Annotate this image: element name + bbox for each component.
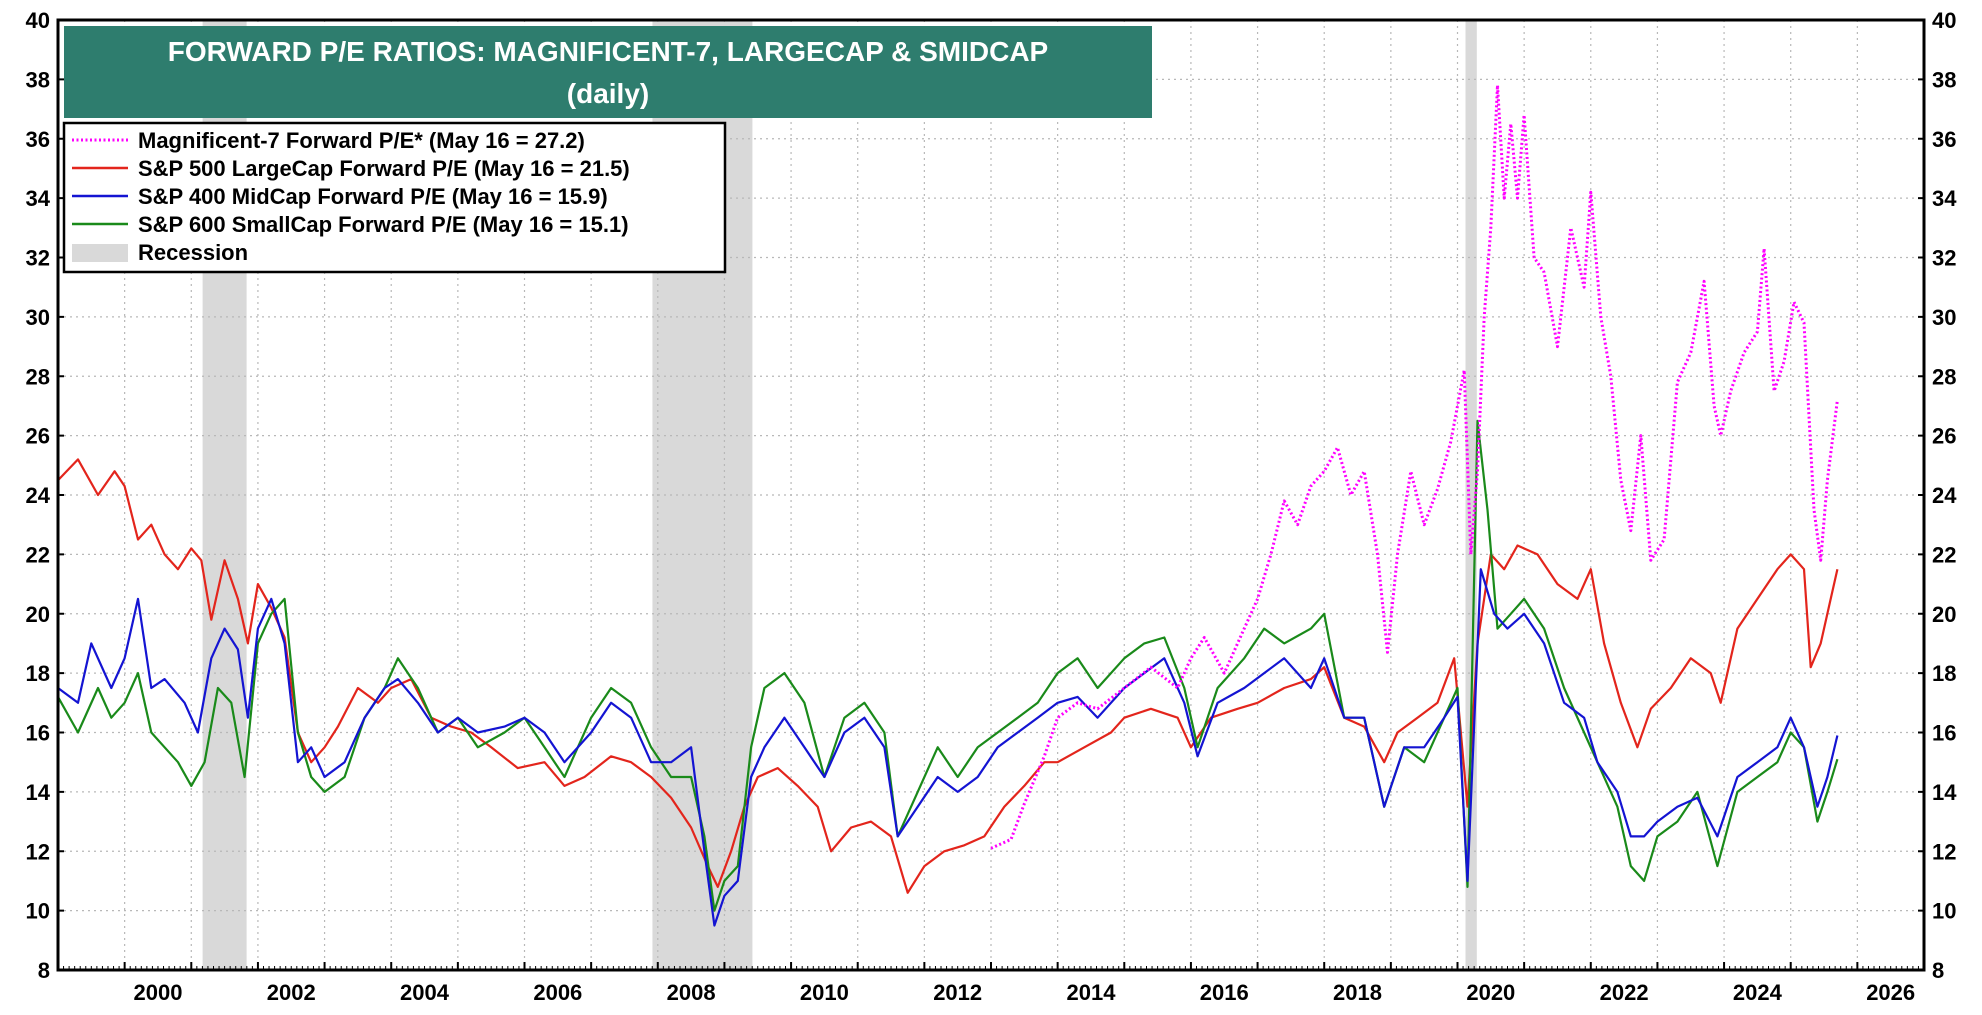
y-tick-label-right: 14 [1932,780,1957,805]
y-tick-label-right: 12 [1932,839,1956,864]
x-tick-label: 2020 [1466,980,1515,1005]
legend-label-magnificent-7: Magnificent-7 Forward P/E* (May 16 = 27.… [138,128,585,153]
y-tick-label-left: 12 [26,839,50,864]
x-tick-label: 2000 [133,980,182,1005]
series-sp600-smallcap [57,419,1839,912]
x-tick-label: 2014 [1066,980,1116,1005]
y-tick-label-right: 18 [1932,661,1956,686]
y-tick-label-right: 28 [1932,364,1956,389]
y-tick-label-right: 22 [1932,542,1956,567]
legend-label-recession: Recession [138,240,248,265]
x-tick-label: 2012 [933,980,982,1005]
y-tick-label-left: 28 [26,364,50,389]
y-tick-label-left: 40 [26,8,50,33]
y-tick-label-right: 32 [1932,246,1956,271]
legend-box [62,121,727,274]
y-tick-label-left: 18 [26,661,50,686]
y-tick-label-right: 10 [1932,899,1956,924]
chart-subtitle: (daily) [567,78,649,109]
y-tick-label-left: 22 [26,542,50,567]
x-tick-label: 2008 [667,980,716,1005]
y-tick-label-left: 38 [26,67,50,92]
y-tick-label-left: 20 [26,602,50,627]
x-tick-label: 2004 [400,980,450,1005]
y-tick-label-right: 20 [1932,602,1956,627]
gridlines [58,20,1924,970]
legend-label-sp600: S&P 600 SmallCap Forward P/E (May 16 = 1… [138,212,629,237]
x-tick-label: 2026 [1866,980,1915,1005]
y-tick-label-left: 14 [26,780,51,805]
x-tick-label: 2016 [1200,980,1249,1005]
y-tick-label-right: 16 [1932,721,1956,746]
legend-label-sp500: S&P 500 LargeCap Forward P/E (May 16 = 2… [138,156,630,181]
recession-band-2 [1465,20,1477,970]
y-tick-label-right: 8 [1932,958,1944,983]
x-tick-label: 2024 [1733,980,1783,1005]
y-tick-label-left: 8 [38,958,50,983]
y-tick-label-right: 26 [1932,424,1956,449]
y-tick-label-left: 26 [26,424,50,449]
y-tick-label-left: 10 [26,899,50,924]
x-tick-label: 2010 [800,980,849,1005]
title-banner: FORWARD P/E RATIOS: MAGNIFICENT-7, LARGE… [64,26,1152,118]
y-tick-label-left: 34 [26,186,51,211]
legend-label-sp400: S&P 400 MidCap Forward P/E (May 16 = 15.… [138,184,608,209]
x-tick-label: 2018 [1333,980,1382,1005]
x-tick-label: 2022 [1600,980,1649,1005]
legend-swatch-recession [72,244,128,262]
y-tick-label-left: 16 [26,721,50,746]
chart-title: FORWARD P/E RATIOS: MAGNIFICENT-7, LARGE… [168,36,1048,67]
x-tick-label: 2006 [533,980,582,1005]
y-tick-label-left: 32 [26,246,50,271]
series-sp500-largecap [57,458,1839,894]
legend: Magnificent-7 Forward P/E* (May 16 = 27.… [62,121,727,274]
y-tick-label-left: 24 [26,483,51,508]
y-tick-label-right: 38 [1932,67,1956,92]
y-tick-label-right: 34 [1932,186,1957,211]
y-tick-label-left: 36 [26,127,50,152]
series-sp400-midcap [57,568,1839,927]
series-lines [57,83,1839,927]
title-banner-background [64,26,1152,118]
y-tick-label-right: 24 [1932,483,1957,508]
y-tick-label-right: 36 [1932,127,1956,152]
series-magnificent-7 [990,83,1839,850]
y-tick-label-right: 30 [1932,305,1956,330]
x-tick-label: 2002 [267,980,316,1005]
y-tick-label-right: 40 [1932,8,1956,33]
y-tick-label-left: 30 [26,305,50,330]
